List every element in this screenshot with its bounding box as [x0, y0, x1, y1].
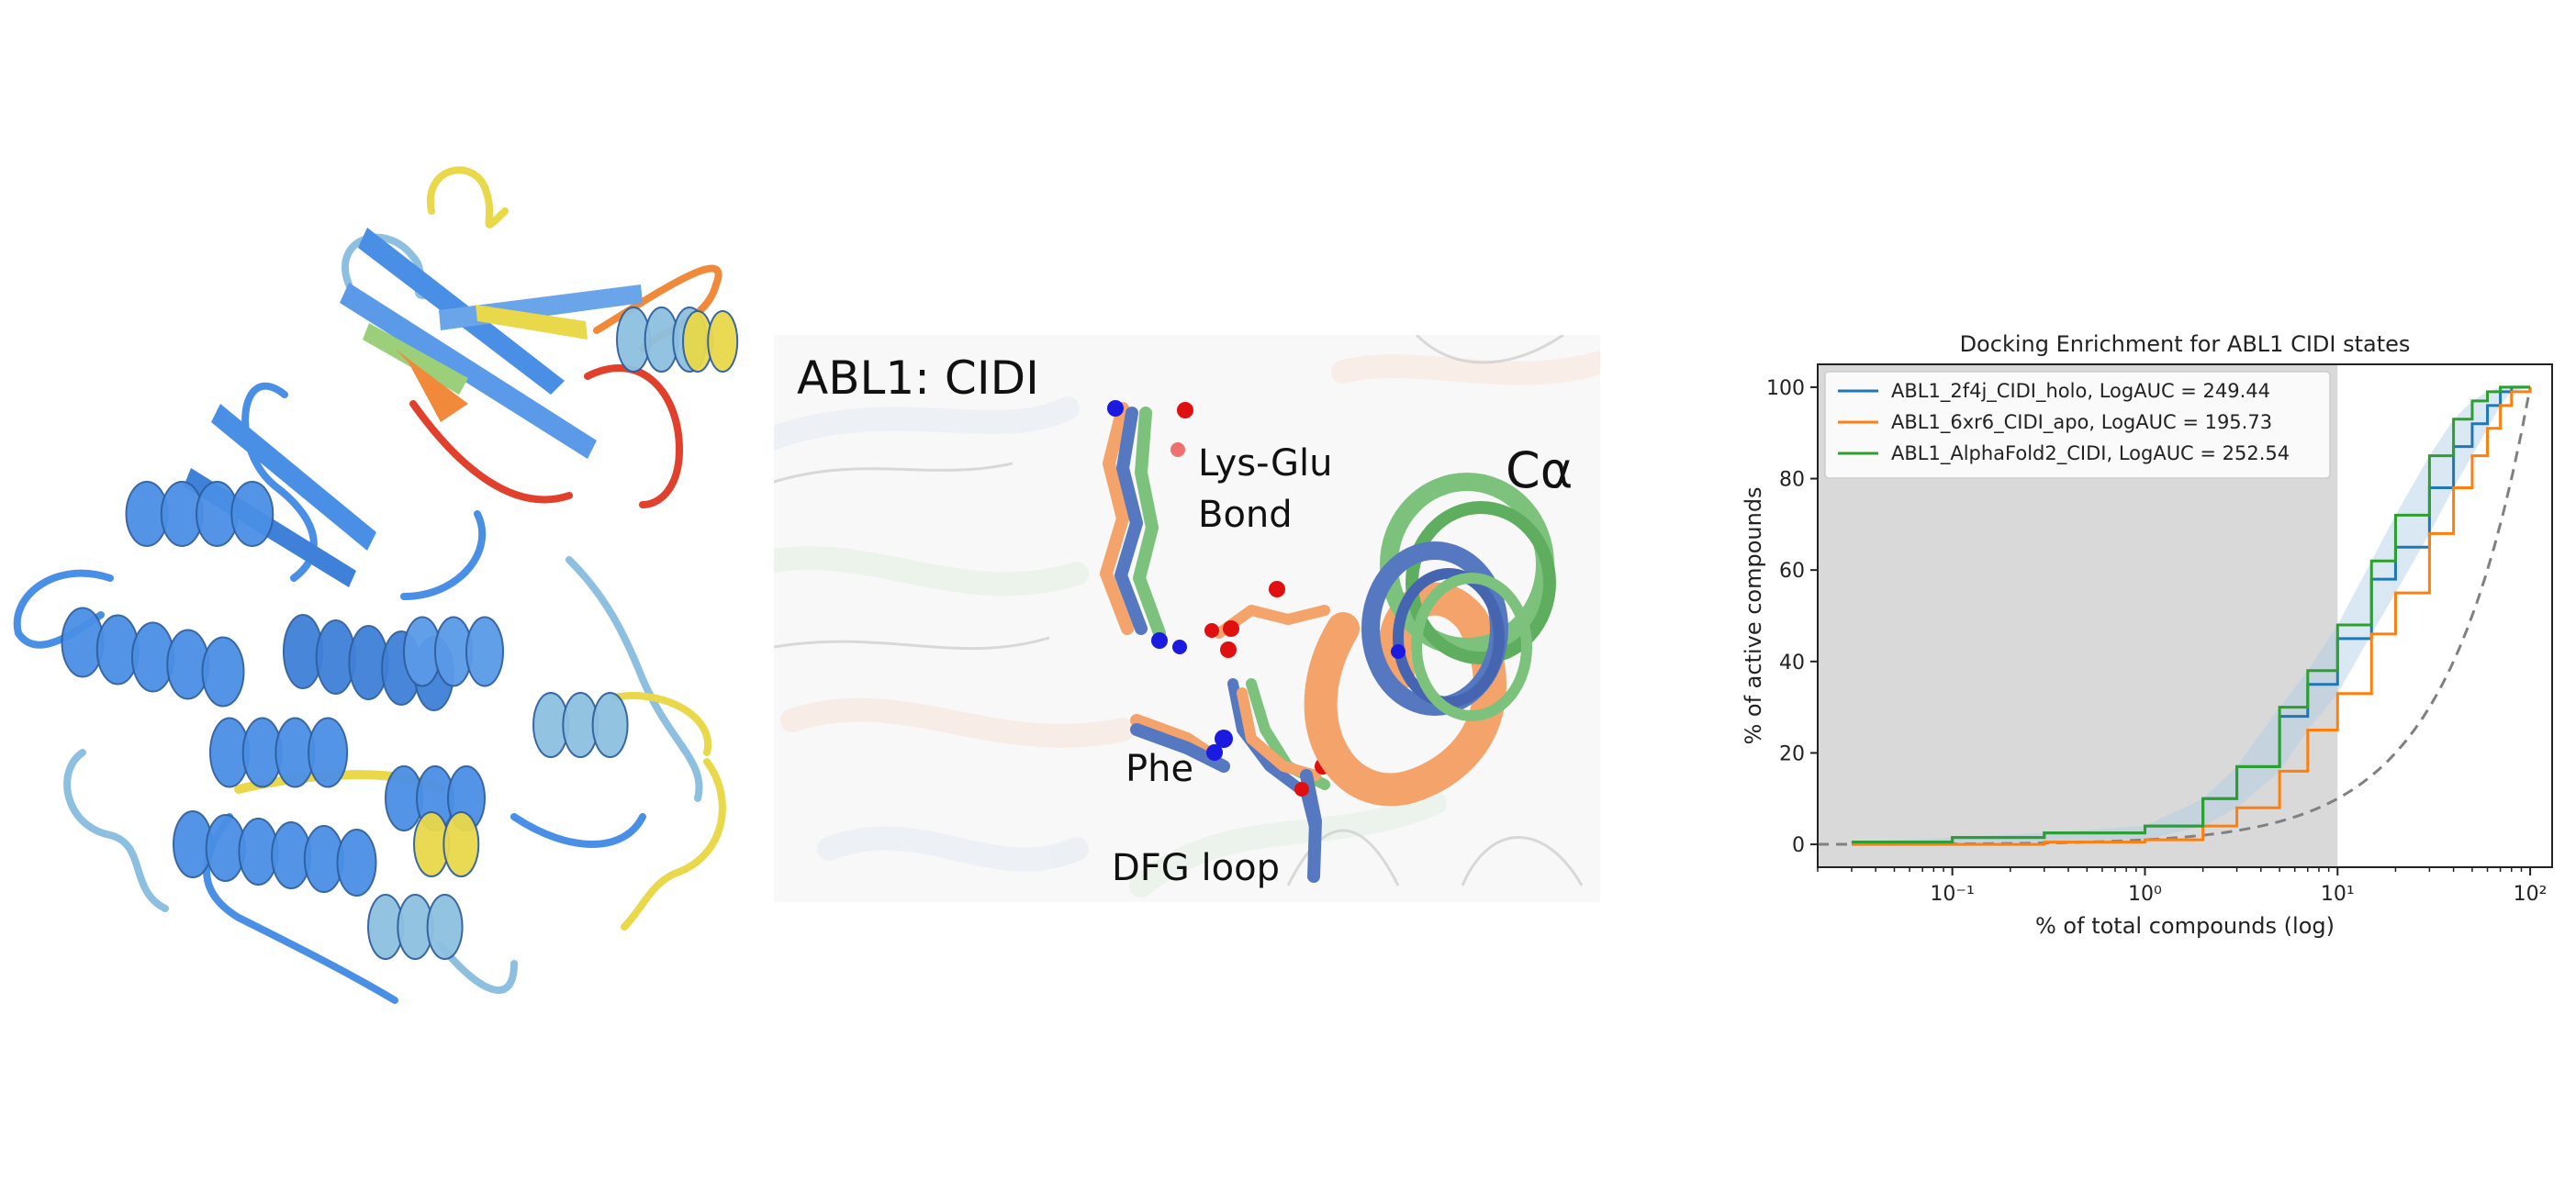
- protein-helix-turn: [442, 811, 480, 877]
- legend-entry-2: ABL1_AlphaFold2_CIDI, LogAUC = 252.54: [1891, 442, 2290, 465]
- protein-loop: [409, 400, 573, 504]
- protein-helix-turn: [465, 616, 504, 687]
- x-tick-label: 10⁰: [2128, 883, 2162, 906]
- protein-structure-panel: [0, 119, 744, 1028]
- oxygen-atom: [1204, 623, 1219, 638]
- background-outline: [774, 462, 1014, 484]
- lysine-sidechain-apo: [1100, 402, 1134, 635]
- y-tick-label: 100: [1766, 377, 1805, 400]
- protein-loop: [426, 166, 509, 229]
- protein-loop: [611, 692, 712, 756]
- y-tick-label: 20: [1779, 742, 1805, 765]
- protein-ribbon-illustration: [13, 166, 739, 1004]
- oxygen-atom: [1177, 402, 1193, 418]
- protein-beta-strand: [476, 305, 588, 340]
- lys-glu-label-line2: Bond: [1198, 494, 1293, 536]
- oxygen-atom: [1223, 620, 1239, 637]
- protein-loop: [437, 942, 518, 994]
- lysine-sidechain-alphafold: [1133, 407, 1166, 640]
- y-tick-label: 80: [1779, 469, 1805, 492]
- y-tick-label: 40: [1779, 652, 1805, 675]
- oxygen-atom: [1220, 641, 1237, 658]
- dfg-loop-label: DFG loop: [1112, 847, 1280, 889]
- x-tick-label: 10⁻¹: [1930, 883, 1974, 906]
- oxygen-atom: [1269, 581, 1285, 597]
- background-ribbon: [774, 546, 1089, 596]
- lys-glu-bond-label: Lys-Glu Bond: [1198, 438, 1382, 541]
- protein-loop: [566, 556, 703, 802]
- protein-helix-turn: [591, 692, 629, 758]
- series-line-1: [1851, 386, 2532, 846]
- calpha-helix-alphafold: [1411, 573, 1532, 721]
- protein-helix-turn: [336, 829, 377, 897]
- protein-beta-strand: [211, 404, 376, 551]
- protein-loop: [621, 758, 726, 931]
- protein-beta-strand: [395, 349, 468, 422]
- y-axis-label: % of active compounds: [1741, 486, 1766, 744]
- dfg-backbone-holo: [1300, 769, 1322, 883]
- protein-helix-turn: [201, 636, 245, 708]
- enrichment-chart: Docking Enrichment for ABL1 CIDI states 0…: [1741, 331, 2553, 939]
- binding-pocket-illustration: [774, 335, 1600, 902]
- pocket-title: ABL1: CIDI: [797, 351, 1039, 405]
- nitrogen-atom: [1206, 744, 1223, 761]
- background-ribbon: [1129, 791, 1447, 898]
- x-axis-label: % of total compounds (log): [2035, 913, 2335, 939]
- protein-loop: [400, 510, 487, 600]
- plot-frame: [1817, 363, 2553, 868]
- legend-entry-0: ABL1_2f4j_CIDI_holo, LogAUC = 249.44: [1891, 380, 2270, 403]
- lysine-sidechain-holo: [1114, 407, 1148, 635]
- legend-box: [1824, 371, 2331, 479]
- chart-title: Docking Enrichment for ABL1 CIDI states: [1960, 331, 2411, 357]
- background-outline: [1415, 335, 1564, 364]
- protein-loop: [584, 364, 683, 508]
- enrichment-chart-panel: Docking Enrichment for ABL1 CIDI states 0…: [1726, 321, 2570, 954]
- background-ribbon: [774, 396, 1080, 452]
- background-ribbon: [1331, 351, 1600, 385]
- protein-helix-turn: [426, 894, 464, 960]
- nitrogen-atom: [1391, 644, 1406, 659]
- curve-difference-fill: [1851, 386, 2531, 845]
- background-ribbon: [817, 826, 1089, 872]
- protein-helix-turn: [707, 310, 739, 373]
- calpha-label: Cα: [1506, 441, 1574, 499]
- series-line-2: [1851, 385, 2531, 844]
- nitrogen-atom: [1151, 632, 1168, 649]
- nitrogen-atom: [1215, 730, 1233, 748]
- y-tick-label: 60: [1779, 560, 1805, 583]
- binding-pocket-panel: ABL1: CIDI Lys-Glu Bond Cα Phe DFG loop: [774, 335, 1600, 902]
- protein-beta-strand: [340, 283, 597, 459]
- x-tick-label: 10¹: [2321, 883, 2355, 906]
- oxygen-atom: [1170, 442, 1185, 457]
- legend-entry-1: ABL1_6xr6_CIDI_apo, LogAUC = 195.73: [1891, 411, 2272, 434]
- protein-loop: [510, 813, 646, 848]
- calpha-helix-alphafold: [1406, 501, 1556, 664]
- nitrogen-atom: [1107, 400, 1124, 417]
- phe-sidechain-apo: [1237, 687, 1321, 781]
- protein-loop: [63, 749, 169, 912]
- y-tick-label: 0: [1792, 834, 1805, 857]
- protein-helix-turn: [308, 717, 349, 788]
- nitrogen-atom: [1172, 640, 1187, 654]
- background-ribbon: [780, 697, 1135, 748]
- protein-beta-strand: [363, 323, 468, 395]
- calpha-helix-holo: [1393, 568, 1505, 708]
- background-outline: [1286, 829, 1400, 886]
- protein-helix-turn: [230, 481, 274, 547]
- background-outline: [774, 636, 1050, 651]
- x-tick-label: 10²: [2514, 883, 2548, 906]
- background-outline: [1461, 836, 1584, 886]
- oxygen-atom: [1294, 782, 1309, 797]
- lys-glu-label-line1: Lys-Glu: [1198, 442, 1333, 485]
- phe-label: Phe: [1126, 748, 1194, 790]
